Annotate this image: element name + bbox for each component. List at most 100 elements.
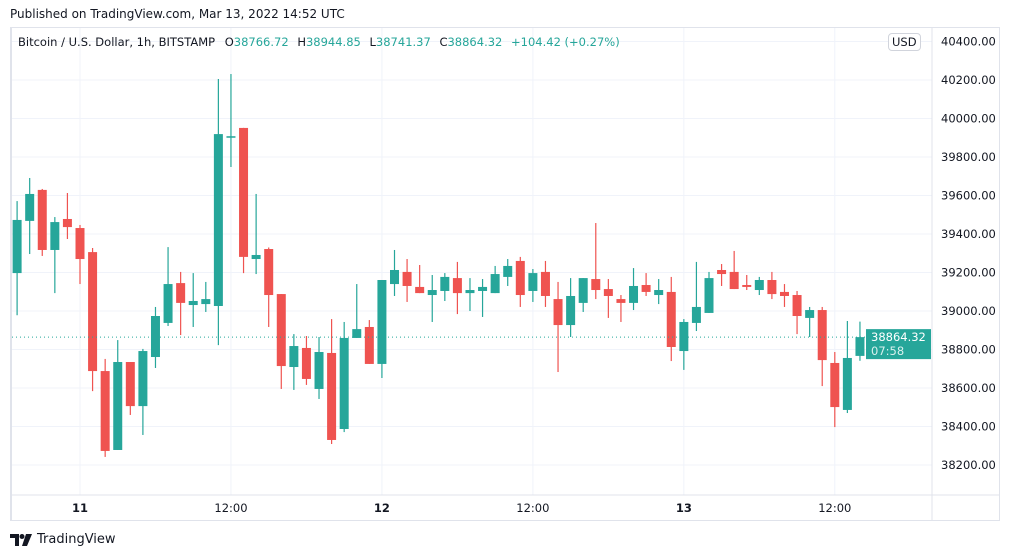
candle-down[interactable] [603,279,613,318]
candle-body [855,337,865,356]
candle-up[interactable] [704,271,714,313]
candle-up[interactable] [251,193,261,275]
candle-down[interactable] [729,250,739,290]
candle-body [402,271,412,286]
candle-body [654,290,664,296]
candle-up[interactable] [289,334,299,390]
candle-up[interactable] [12,201,22,316]
candle-body [150,316,160,358]
candle-up[interactable] [163,247,173,327]
candle-up[interactable] [25,177,35,255]
candle-body [629,285,639,303]
candle-down[interactable] [553,281,563,373]
candle-down[interactable] [100,358,110,457]
low-label: L [369,35,376,49]
change-value: +104.42 (+0.27%) [511,35,620,49]
candle-body [427,290,437,296]
candle-up[interactable] [654,279,664,305]
price-tick-label: 39600.00 [941,189,996,203]
candle-up[interactable] [390,249,399,296]
price-tick-label: 39400.00 [941,227,996,241]
candle-body [25,193,35,221]
candle-up[interactable] [314,336,324,399]
candle-down[interactable] [402,259,412,302]
candle-down[interactable] [616,295,626,322]
candle-body [37,189,47,250]
candle-up[interactable] [201,281,211,312]
candle-up[interactable] [805,306,815,337]
candle-body [390,269,399,285]
candle-down[interactable] [37,188,47,256]
candle-down[interactable] [88,248,98,392]
candle-down[interactable] [125,362,135,415]
published-caption: Published on TradingView.com, Mar 13, 20… [10,7,345,21]
candle-down[interactable] [591,223,601,300]
candle-down[interactable] [239,127,249,274]
candle-up[interactable] [679,319,689,370]
candle-up[interactable] [465,278,475,311]
candle-up[interactable] [691,261,701,332]
candle-down[interactable] [830,352,840,428]
candle-down[interactable] [666,276,676,362]
candle-up[interactable] [578,278,588,312]
candle-up[interactable] [113,340,123,450]
candle-up[interactable] [478,279,488,317]
grid [12,28,932,495]
candle-down[interactable] [75,224,85,285]
candle-down[interactable] [515,256,525,307]
candle-up[interactable] [50,217,60,294]
time-tick-label: 12:00 [818,501,851,515]
candle-down[interactable] [817,306,827,387]
candle-body [478,286,488,291]
candle-up[interactable] [352,284,362,338]
price-tick-label: 40000.00 [941,112,996,126]
candle-body [817,310,827,361]
candle-up[interactable] [440,273,450,301]
time-axis[interactable]: 11 12:00 12 12:00 13 12:00 [72,501,851,515]
candle-up[interactable] [629,268,639,311]
close-value: 38864.32 [447,35,503,49]
candle-down[interactable] [717,264,727,286]
candle-body [465,290,475,294]
time-tick-label: 12:00 [516,501,549,515]
candle-body [553,299,563,326]
candle-down[interactable] [540,260,550,307]
price-axis[interactable]: 40400.00 40200.00 40000.00 39800.00 39600.00… [941,35,996,473]
candle-down[interactable] [641,273,651,296]
candle-down[interactable] [327,319,337,445]
candle-up[interactable] [377,280,387,378]
tradingview-logo[interactable]: TradingView [10,532,116,547]
candle-up[interactable] [490,265,500,294]
candle-up[interactable] [754,276,764,296]
candle-down[interactable] [792,290,802,335]
candle-up[interactable] [427,275,437,322]
candle-body [239,127,249,257]
candle-up[interactable] [842,321,852,414]
currency-button[interactable]: USD [888,33,921,51]
candle-up[interactable] [188,273,198,327]
candle-down[interactable] [779,284,789,307]
candle-up[interactable] [150,306,160,368]
candle-down[interactable] [364,320,374,364]
candle-body [301,347,311,379]
candle-down[interactable] [276,294,286,389]
candle-down[interactable] [62,192,72,240]
candle-up[interactable] [339,321,349,433]
symbol-title[interactable]: Bitcoin / U.S. Dollar, 1h, BITSTAMP [18,35,216,49]
candle-down[interactable] [415,264,425,294]
candle-up[interactable] [566,278,576,337]
candle-down[interactable] [452,261,462,315]
candle-up[interactable] [213,79,223,346]
price-tick-label: 40400.00 [941,35,996,49]
candle-up[interactable] [503,259,513,286]
candle-up[interactable] [138,348,148,435]
candle-down[interactable] [767,271,777,300]
candle-up[interactable] [528,269,538,302]
candle-down[interactable] [301,336,311,385]
candle-up[interactable] [226,74,236,168]
candle-down[interactable] [176,271,186,336]
candle-down[interactable] [264,247,274,327]
candle-up[interactable] [855,321,865,361]
candle-down[interactable] [742,275,752,291]
